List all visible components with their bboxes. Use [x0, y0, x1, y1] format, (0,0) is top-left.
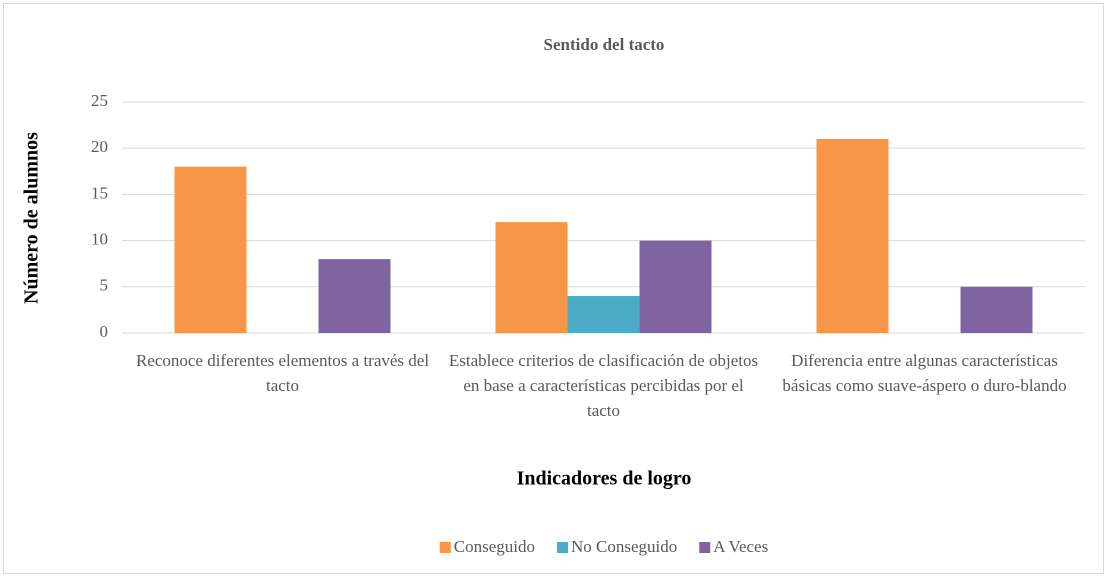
legend-label: No Conseguido: [571, 537, 677, 556]
legend-label: Conseguido: [454, 537, 535, 556]
y-tick-label: 0: [100, 322, 109, 341]
y-tick-label: 10: [91, 230, 108, 249]
chart-title: Sentido del tacto: [544, 35, 665, 54]
bar: [174, 166, 247, 333]
x-tick-label: Diferencia entre algunas características…: [782, 351, 1067, 395]
x-axis-title: Indicadores de logro: [517, 468, 692, 490]
y-tick-label: 20: [91, 137, 108, 156]
x-tick-label: Establece criterios de clasificación de …: [448, 351, 759, 420]
bar: [816, 138, 889, 333]
bar: [960, 286, 1033, 333]
y-axis-title: Número de alumnos: [21, 132, 43, 304]
x-tick-label: Reconoce diferentes elementos a través d…: [135, 351, 430, 395]
y-tick-label: 5: [100, 276, 109, 295]
y-tick-label: 25: [91, 91, 108, 110]
legend-label: A Veces: [713, 537, 768, 556]
bar: [495, 222, 568, 333]
bar: [318, 259, 391, 333]
y-tick-label: 15: [91, 183, 108, 202]
legend-swatch: [557, 542, 569, 553]
legend-swatch: [699, 542, 711, 553]
legend-swatch: [439, 542, 451, 553]
bar: [639, 240, 712, 333]
bar: [567, 296, 640, 333]
